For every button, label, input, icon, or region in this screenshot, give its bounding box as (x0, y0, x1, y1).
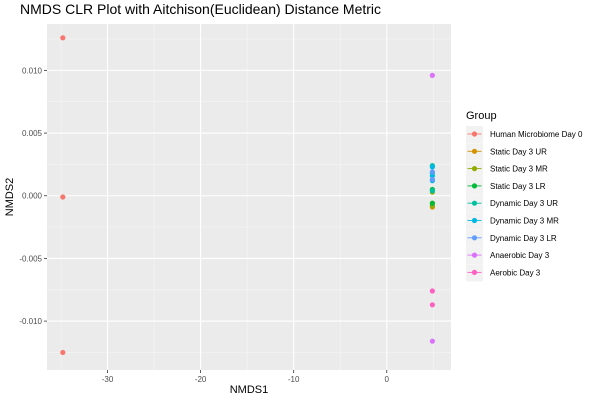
minor-gridlines (47, 24, 451, 370)
legend-label: Static Day 3 UR (490, 147, 547, 156)
x-tick-label: -30 (102, 375, 114, 384)
legend-label: Anaerobic Day 3 (490, 251, 550, 260)
y-tick-label: 0.010 (22, 66, 43, 75)
legend-item: Anaerobic Day 3 (466, 247, 550, 265)
legend-key-point (471, 217, 478, 224)
data-point-series-6 (429, 169, 435, 175)
legend-key-point (471, 148, 478, 154)
chart-title: NMDS CLR Plot with Aitchison(Euclidean) … (20, 1, 381, 17)
data-point-series-8 (429, 288, 435, 294)
data-point-series-5 (429, 164, 435, 170)
legend-key-point (471, 200, 478, 206)
plot-panel (47, 24, 451, 370)
y-axis-title: NMDS2 (4, 178, 16, 217)
legend-label: Aerobic Day 3 (490, 268, 541, 277)
data-point-series-6 (429, 176, 435, 183)
data-point-series-8 (429, 302, 435, 308)
legend-item: Static Day 3 UR (466, 143, 547, 161)
x-axis-ticks: -30 -20 -10 0 (102, 370, 390, 384)
data-points (60, 35, 435, 356)
legend-key-point (471, 131, 478, 137)
legend-item: Human Microbiome Day 0 (466, 126, 583, 143)
legend-key-point (471, 183, 478, 189)
legend-key-point (471, 166, 478, 172)
legend-label: Static Day 3 LR (490, 182, 546, 191)
y-tick-label: -0.010 (19, 317, 42, 326)
x-tick-label: 0 (385, 375, 390, 384)
data-point-series-4 (429, 188, 435, 194)
legend-items: Human Microbiome Day 0 Static Day 3 UR Sta… (466, 126, 583, 282)
y-tick-label: -0.005 (19, 254, 42, 263)
y-tick-label: 0.005 (22, 129, 43, 138)
legend-key-point (471, 269, 478, 275)
legend-item: Dynamic Day 3 UR (466, 195, 558, 213)
data-point-series-0 (60, 349, 66, 356)
major-gridlines (47, 24, 451, 370)
legend-key-point (471, 235, 478, 241)
legend-item: Static Day 3 LR (466, 177, 546, 195)
legend-item: Aerobic Day 3 (466, 264, 541, 282)
legend-title: Group (466, 110, 497, 122)
legend-key-point (471, 252, 478, 258)
y-axis-ticks: -0.010 -0.005 0.000 0.005 0.010 (19, 66, 47, 326)
legend-label: Dynamic Day 3 UR (490, 199, 558, 208)
legend-label: Dynamic Day 3 LR (490, 234, 557, 243)
legend-label: Dynamic Day 3 MR (490, 217, 559, 226)
data-point-series-5 (429, 173, 435, 179)
x-tick-label: -20 (195, 375, 207, 384)
legend: Group Human Microbiome Day 0 Static Day 3… (466, 110, 583, 282)
legend-item: Dynamic Day 3 MR (466, 212, 559, 230)
x-tick-label: -10 (288, 375, 300, 384)
data-point-series-0 (60, 194, 66, 200)
y-tick-label: 0.000 (22, 192, 43, 201)
data-point-series-0 (60, 35, 66, 41)
x-axis-title: NMDS1 (230, 384, 269, 396)
legend-item: Static Day 3 MR (466, 160, 548, 178)
legend-label: Static Day 3 MR (490, 165, 548, 174)
data-point-series-3 (429, 200, 435, 206)
legend-item: Dynamic Day 3 LR (466, 229, 557, 247)
legend-label: Human Microbiome Day 0 (490, 130, 583, 139)
data-point-series-7 (429, 338, 435, 344)
data-point-series-7 (429, 72, 435, 78)
